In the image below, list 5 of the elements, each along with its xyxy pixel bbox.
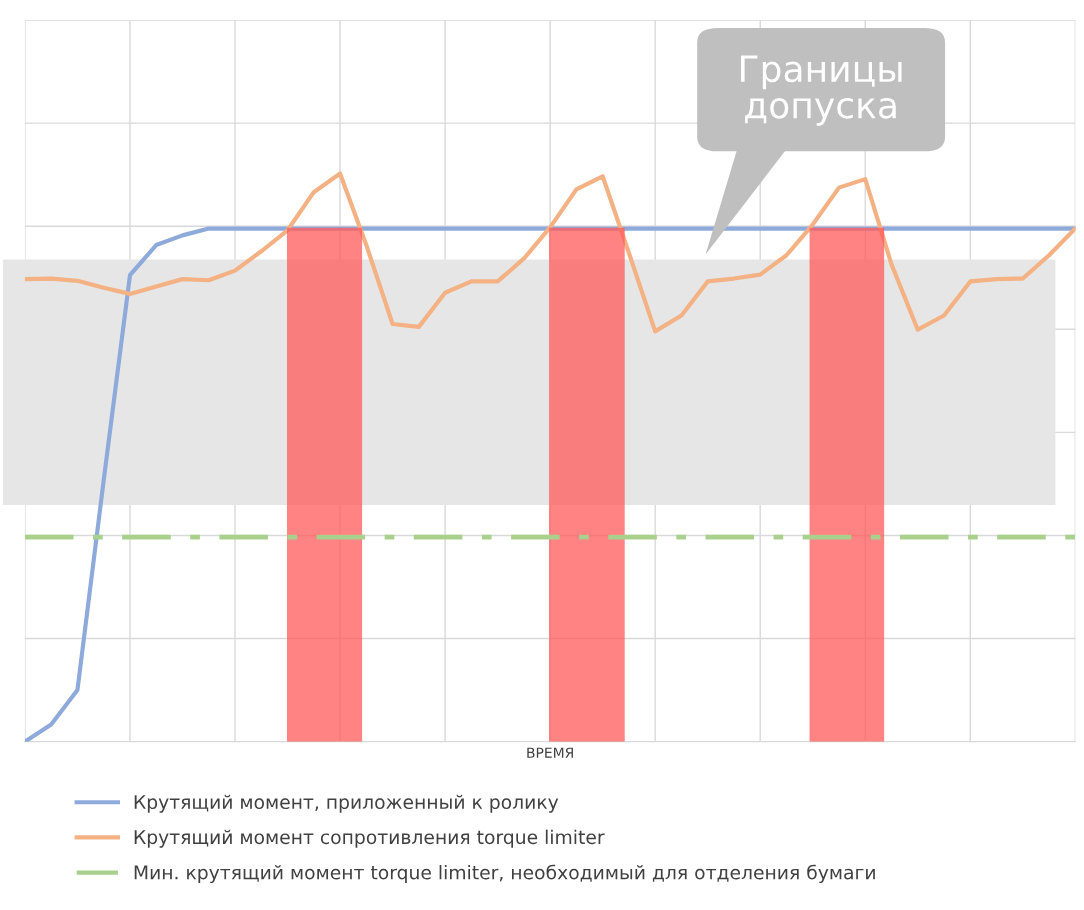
legend-label: Мин. крутящий момент torque limiter, необходимый для отделения бумаги [134,864,875,884]
legend-label: Крутящий момент сопротивления torque limiter [134,829,605,848]
x-axis-title: ВРЕМЯ [527,747,573,758]
legend-label: Крутящий момент, приложенный к ролику [134,794,559,813]
text: Границы допуска [741,55,902,126]
